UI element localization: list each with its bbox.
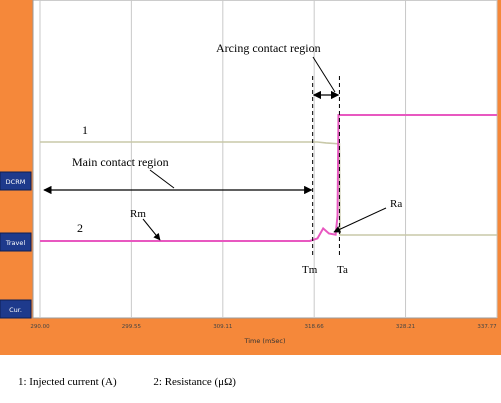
dcrm-button-label: DCRM xyxy=(6,178,26,186)
dcrm-button[interactable]: DCRM xyxy=(0,171,32,191)
ta-label: Ta xyxy=(337,264,348,276)
curve-2-label: 2 xyxy=(77,221,83,235)
x-tick-label: 309.11 xyxy=(213,324,232,330)
arcing-label-pointer xyxy=(312,56,336,93)
x-tick-label: 337.77 xyxy=(477,324,497,330)
main-region-label: Main contact region xyxy=(72,155,169,169)
right-border xyxy=(497,0,501,355)
legend-item-resistance: 2: Resistance (μΩ) xyxy=(153,376,236,388)
cur-button[interactable]: Cur. xyxy=(0,299,32,319)
ra-label: Ra xyxy=(390,198,402,210)
legend-item-current: 1: Injected current (A) xyxy=(18,376,117,388)
ra-pointer xyxy=(333,207,387,233)
legend: 1: Injected current (A) 2: Resistance (μ… xyxy=(18,376,270,388)
cur-button-label: Cur. xyxy=(9,306,22,314)
rm-pointer xyxy=(142,218,161,241)
grid-lines xyxy=(39,0,498,318)
x-axis-label: Time (mSec) xyxy=(243,337,285,345)
main-label-pointer xyxy=(149,169,175,189)
travel-button[interactable]: Travel xyxy=(0,232,32,252)
x-tick-label: 290.00 xyxy=(30,324,50,330)
travel-button-label: Travel xyxy=(5,239,26,247)
plot-area xyxy=(32,0,498,319)
rm-label: Rm xyxy=(130,208,146,220)
series-line-1 xyxy=(40,141,497,236)
tm-label: Tm xyxy=(302,264,318,276)
x-tick-label: 299.55 xyxy=(122,324,142,330)
arcing-region-label: Arcing contact region xyxy=(216,41,321,55)
x-tick-label: 318.66 xyxy=(305,324,325,330)
curve-1-label: 1 xyxy=(82,123,88,137)
x-tick-label: 328.21 xyxy=(396,324,415,330)
x-tick-labels: 290.00 299.55 309.11 318.66 328.21 337.77 xyxy=(30,324,497,330)
chart: DCRM Travel Cur. 290.00 299.55 309.11 318.6… xyxy=(0,0,501,355)
